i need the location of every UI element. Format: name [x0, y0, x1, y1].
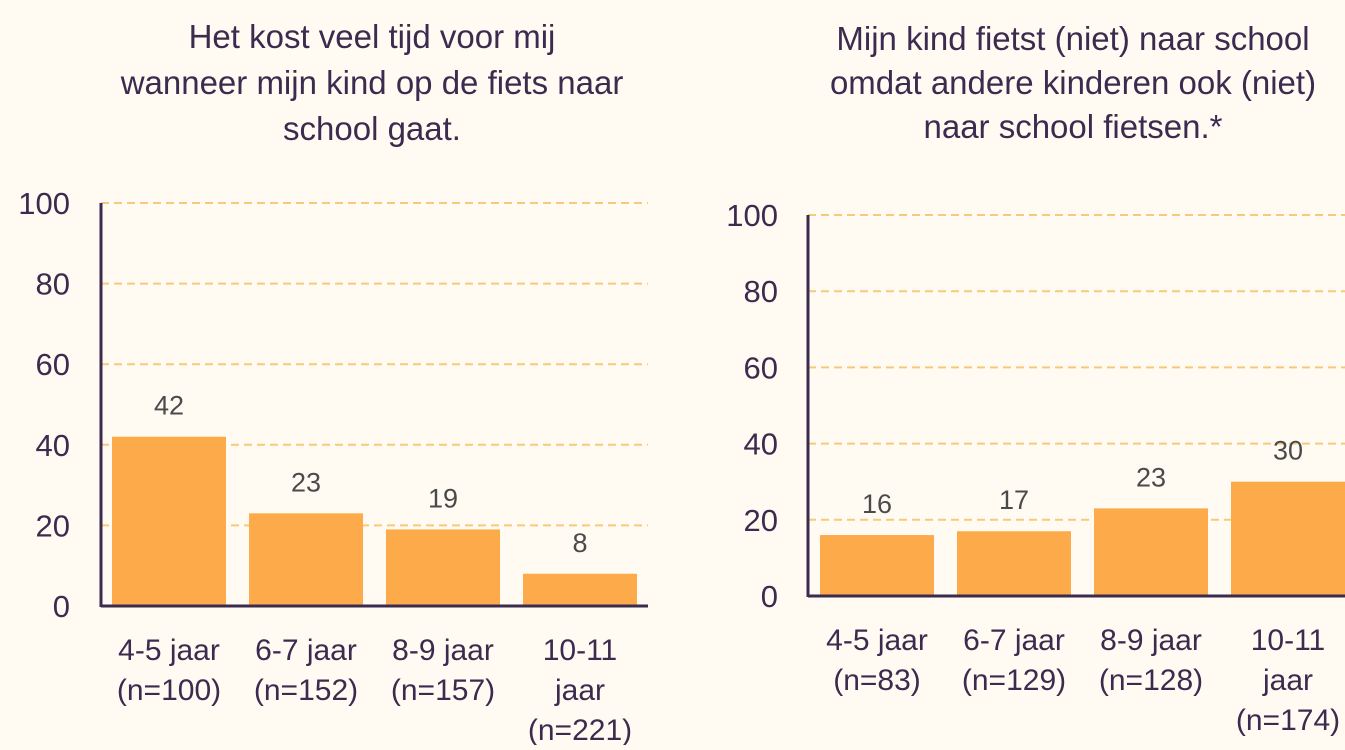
- bar-value-label: 23: [1136, 462, 1166, 492]
- chart-2: Mijn kind fietst (niet) naar school omdat…: [726, 20, 1345, 737]
- bar: [1231, 481, 1345, 596]
- y-tick-label: 0: [53, 589, 70, 624]
- y-tick-label: 60: [36, 347, 70, 382]
- y-tick-label: 40: [36, 428, 70, 463]
- y-tick-label: 0: [761, 579, 778, 614]
- x-tick-label: 8-9 jaar (n=157): [391, 634, 495, 707]
- chart-title: Mijn kind fietst (niet) naar school omdat…: [830, 20, 1316, 145]
- bar: [523, 573, 637, 606]
- chart-title: Het kost veel tijd voor mij wanneer mijn …: [120, 18, 624, 147]
- bar-value-label: 8: [572, 528, 587, 558]
- bar: [957, 531, 1071, 596]
- bar: [249, 513, 363, 606]
- x-tick-label: 4-5 jaar (n=83): [826, 624, 928, 697]
- bar: [1094, 508, 1208, 596]
- y-tick-label: 100: [18, 186, 70, 221]
- bar: [386, 529, 500, 606]
- x-tick-label: 10-11 jaar (n=174): [1236, 624, 1340, 737]
- x-tick-label: 8-9 jaar (n=128): [1099, 624, 1203, 697]
- bar-value-label: 30: [1273, 436, 1303, 466]
- bar-value-label: 23: [291, 467, 321, 497]
- y-tick-label: 80: [744, 274, 778, 309]
- y-tick-label: 40: [744, 427, 778, 462]
- bar-value-label: 42: [154, 391, 184, 421]
- bar-value-label: 19: [428, 483, 458, 513]
- bar: [112, 436, 226, 606]
- y-tick-label: 20: [36, 508, 70, 543]
- x-tick-label: 4-5 jaar (n=100): [117, 634, 221, 707]
- y-tick-label: 20: [744, 503, 778, 538]
- y-tick-label: 60: [744, 350, 778, 385]
- x-tick-label: 10-11 jaar (n=221): [528, 634, 632, 745]
- y-tick-label: 80: [36, 267, 70, 302]
- bar-value-label: 17: [999, 485, 1029, 515]
- x-tick-label: 6-7 jaar (n=129): [962, 624, 1066, 697]
- y-tick-label: 100: [726, 198, 778, 233]
- chart-1: Het kost veel tijd voor mij wanneer mijn …: [18, 18, 648, 747]
- bar-value-label: 16: [862, 489, 892, 519]
- bar: [820, 535, 934, 596]
- x-tick-label: 6-7 jaar (n=152): [254, 634, 358, 707]
